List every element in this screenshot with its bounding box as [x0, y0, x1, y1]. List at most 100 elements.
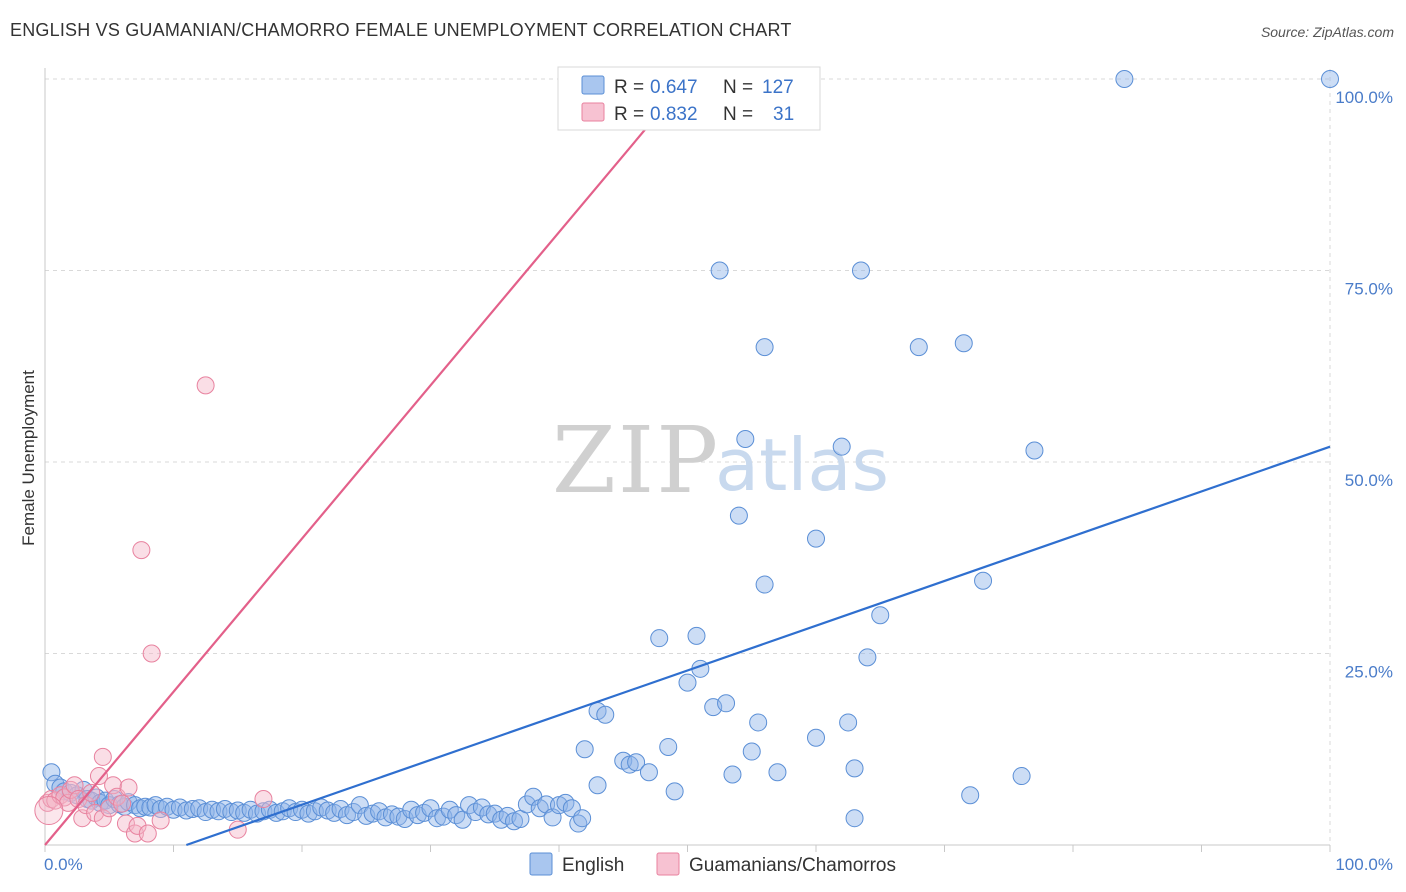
point-0-53 — [350, 796, 369, 815]
point-0-99 — [665, 782, 684, 801]
point-1-30 — [254, 790, 273, 809]
point-0-111 — [807, 728, 825, 747]
point-0-96 — [639, 763, 658, 782]
y-axis-label: Female Unemployment — [19, 370, 38, 546]
point-1-13 — [89, 767, 108, 786]
point-1-27 — [151, 811, 170, 830]
point-0-130 — [755, 338, 774, 357]
legend-r-value-guamanian: 0.832 — [650, 104, 698, 125]
y-tick-label-0: 25.0% — [1345, 663, 1393, 682]
point-0-109 — [768, 763, 787, 782]
point-1-23 — [128, 816, 147, 835]
point-1-19 — [113, 794, 132, 813]
x-tick-label-start: 0.0% — [44, 855, 83, 874]
tick-labels: 25.0% 50.0% 75.0% 100.0% 0.0% 100.0% — [44, 88, 1393, 874]
legend-n-label-english: N = — [723, 77, 753, 98]
point-0-120 — [954, 334, 973, 353]
watermark-atlas: atlas — [715, 423, 889, 507]
point-0-95 — [627, 753, 646, 772]
data-points — [34, 70, 1339, 843]
bottom-legend-swatch-english — [529, 852, 553, 876]
stats-legend: R = 0.647 N = 127 R = 0.832 N = 31 — [557, 66, 821, 131]
point-1-26 — [142, 644, 161, 663]
y-tick-label-1: 50.0% — [1345, 471, 1393, 490]
point-0-33 — [222, 803, 241, 822]
point-0-122 — [974, 571, 993, 590]
point-0-129 — [729, 506, 748, 525]
point-guamanian-cluster — [34, 796, 64, 826]
y-tick-label-3: 100.0% — [1335, 88, 1393, 107]
legend-r-label-guamanian: R = — [614, 104, 644, 125]
point-0-104 — [717, 694, 736, 713]
trend-line-guamanian — [44, 78, 689, 846]
watermark-zip: ZIP — [552, 407, 720, 514]
point-0-97 — [650, 629, 669, 648]
point-1-14 — [93, 809, 112, 828]
point-0-68 — [447, 806, 466, 825]
legend-swatch-english — [581, 75, 605, 95]
bottom-legend-guamanian: Guamanians/Chamorros — [689, 855, 896, 876]
point-0-101 — [687, 626, 706, 645]
series-english-points — [42, 70, 1339, 833]
point-0-90 — [588, 776, 607, 795]
legend-n-label-guamanian: N = — [723, 104, 753, 125]
point-0-105 — [723, 765, 742, 784]
point-0-66 — [434, 807, 453, 826]
axes — [44, 68, 1331, 852]
watermark: ZIP atlas — [552, 407, 889, 514]
point-1-11 — [82, 783, 101, 802]
point-1-24 — [132, 541, 151, 560]
point-0-127 — [710, 261, 729, 280]
legend-n-value-guamanian: 31 — [773, 104, 794, 125]
point-0-106 — [742, 742, 761, 761]
point-0-88 — [573, 809, 592, 828]
trend-lines — [44, 78, 1331, 847]
point-0-100 — [678, 673, 697, 692]
point-0-0 — [42, 763, 61, 782]
y-tick-label-2: 75.0% — [1345, 280, 1393, 299]
series-legend: English Guamanians/Chamorros — [529, 852, 896, 876]
point-1-15 — [93, 747, 112, 766]
point-1-28 — [196, 376, 215, 395]
point-1-21 — [119, 778, 138, 797]
point-0-125 — [1115, 70, 1134, 88]
point-0-119 — [909, 338, 928, 357]
point-0-124 — [1025, 441, 1044, 460]
source-credit: Source: ZipAtlas.com — [1260, 24, 1394, 40]
point-0-65 — [427, 809, 446, 828]
point-1-17 — [104, 776, 123, 795]
bottom-legend-english: English — [562, 855, 624, 876]
point-0-107 — [749, 713, 768, 732]
point-0-113 — [839, 713, 858, 732]
legend-r-value-english: 0.647 — [650, 77, 698, 98]
x-tick-label-end: 100.0% — [1335, 855, 1393, 874]
legend-swatch-guamanian — [581, 102, 605, 122]
point-0-116 — [851, 261, 870, 280]
point-0-114 — [845, 759, 864, 778]
point-0-64 — [421, 799, 440, 818]
point-0-118 — [871, 606, 890, 625]
point-1-20 — [116, 814, 135, 833]
bottom-legend-swatch-guamanian — [656, 852, 680, 876]
point-0-89 — [575, 740, 594, 759]
point-0-112 — [832, 437, 851, 456]
point-0-82 — [537, 795, 556, 814]
point-1-7 — [65, 776, 84, 795]
point-0-98 — [659, 737, 678, 756]
point-0-121 — [961, 786, 980, 805]
point-0-115 — [845, 809, 864, 828]
point-0-110 — [807, 529, 825, 548]
point-0-117 — [858, 648, 877, 667]
chart-title: ENGLISH VS GUAMANIAN/CHAMORRO FEMALE UNE… — [10, 20, 792, 40]
point-1-25 — [138, 824, 157, 843]
trend-line-english — [185, 445, 1331, 847]
point-0-126 — [1321, 70, 1339, 88]
point-0-123 — [1012, 767, 1031, 786]
legend-n-value-english: 127 — [762, 77, 794, 98]
point-0-128 — [736, 430, 755, 449]
series-guamanian-points — [38, 376, 273, 843]
point-0-30 — [203, 800, 222, 819]
point-0-92 — [596, 705, 615, 724]
point-0-108 — [755, 575, 774, 594]
